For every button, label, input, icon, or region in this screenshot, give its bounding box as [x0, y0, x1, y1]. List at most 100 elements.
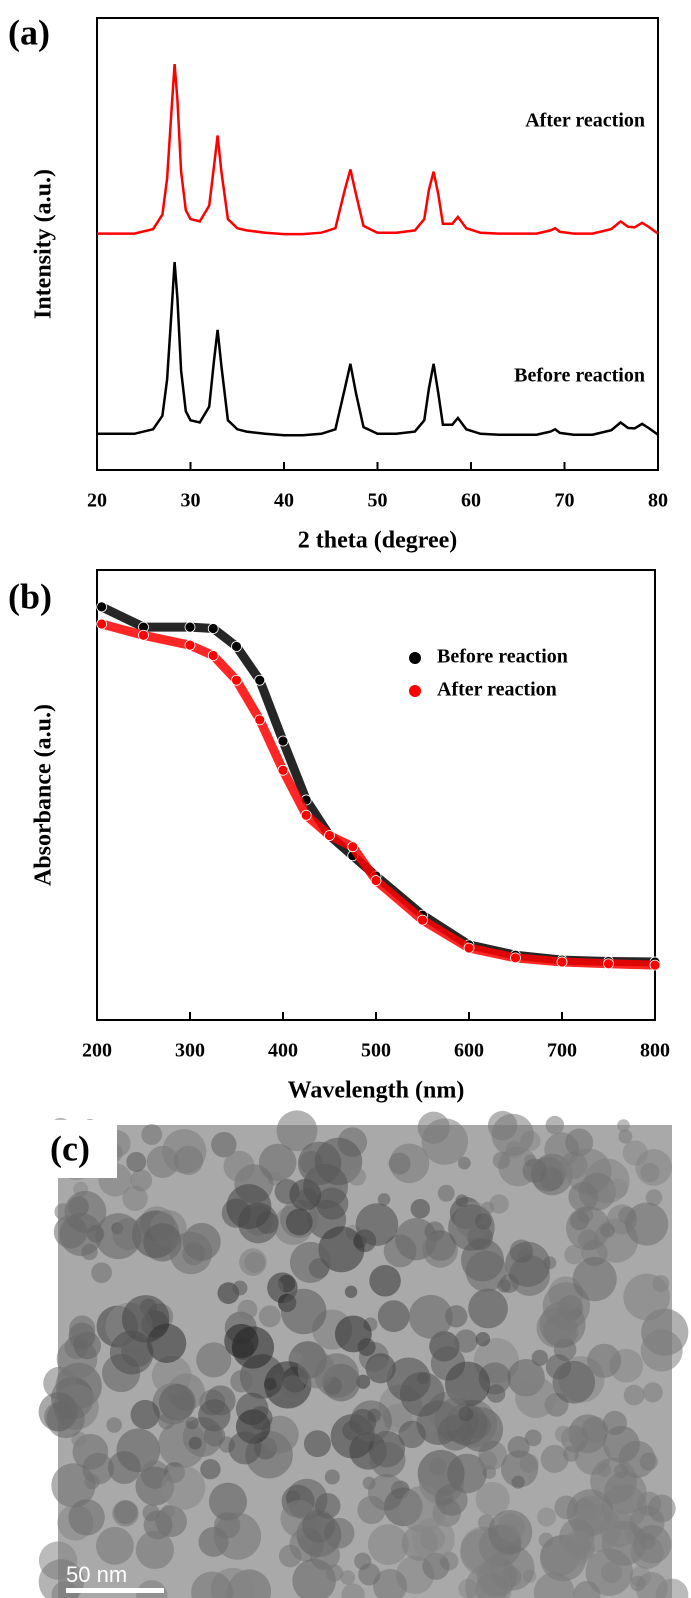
- particle: [224, 1323, 259, 1359]
- particle: [618, 1129, 633, 1144]
- particle: [107, 1451, 141, 1484]
- particle: [373, 1568, 408, 1598]
- particle: [59, 1212, 103, 1257]
- particle: [161, 1465, 206, 1510]
- panel-label: (b): [8, 576, 52, 616]
- particle: [625, 1202, 669, 1246]
- particle: [126, 1151, 147, 1172]
- particle: [366, 1356, 393, 1383]
- particle: [350, 1400, 392, 1442]
- particle: [130, 1399, 160, 1430]
- particle: [410, 1199, 430, 1219]
- particle: [554, 1495, 579, 1520]
- particle: [158, 1413, 175, 1430]
- series-label: Before reaction: [514, 365, 645, 387]
- particle: [468, 1288, 508, 1329]
- particle: [309, 1540, 340, 1571]
- particle: [347, 1167, 366, 1186]
- particle: [205, 1385, 236, 1416]
- particle: [540, 1444, 569, 1473]
- particle: [135, 1530, 174, 1570]
- particle: [370, 1441, 406, 1478]
- particle: [398, 1420, 426, 1449]
- particle: [260, 1415, 299, 1454]
- particle: [602, 1410, 628, 1436]
- particle: [54, 1203, 72, 1221]
- particle: [203, 1425, 226, 1447]
- particle: [511, 1475, 525, 1489]
- x-tick-label: 80: [648, 490, 668, 512]
- particle: [447, 1453, 487, 1494]
- particle: [630, 1535, 664, 1569]
- data-point: [463, 942, 475, 954]
- particle: [536, 1307, 577, 1348]
- particle: [578, 1229, 599, 1251]
- particle: [226, 1184, 272, 1230]
- x-tick-label: 50: [368, 490, 388, 512]
- data-point: [96, 618, 108, 630]
- particle: [285, 1208, 313, 1236]
- particle: [522, 1158, 548, 1183]
- data-point: [370, 875, 382, 886]
- particle: [211, 1131, 237, 1158]
- particle: [411, 1517, 455, 1561]
- particle: [196, 1342, 232, 1378]
- panel-label: (c): [50, 1128, 90, 1168]
- particle: [569, 1210, 590, 1231]
- particle: [188, 1436, 202, 1450]
- particle: [475, 1481, 510, 1517]
- particle: [95, 1526, 134, 1565]
- data-trace: [97, 602, 660, 967]
- legend-label: Before reaction: [437, 646, 568, 668]
- particle: [91, 1262, 112, 1284]
- legend-label: After reaction: [437, 679, 557, 701]
- particle: [545, 1354, 572, 1380]
- x-tick-label: 20: [87, 490, 107, 512]
- x-tick-label: 200: [82, 1040, 112, 1062]
- particle: [630, 1575, 646, 1592]
- x-axis-title: Wavelength (nm): [288, 1078, 465, 1104]
- x-tick-label: 500: [361, 1040, 391, 1062]
- x-tick-label: 400: [268, 1040, 298, 1062]
- particle: [276, 1110, 318, 1152]
- particle: [357, 1338, 376, 1357]
- particle: [158, 1420, 207, 1469]
- series-label: After reaction: [525, 110, 645, 132]
- particle: [486, 1384, 506, 1403]
- particle: [635, 1149, 672, 1186]
- particle: [599, 1510, 637, 1548]
- data-point: [254, 714, 266, 726]
- particle: [223, 1150, 255, 1182]
- particle: [340, 1570, 356, 1585]
- particle: [519, 1454, 539, 1474]
- x-tick-label: 600: [454, 1040, 484, 1062]
- data-point: [96, 601, 108, 613]
- particle: [642, 1382, 663, 1403]
- data-point: [277, 735, 289, 747]
- x-axis-title: 2 theta (degree): [298, 528, 458, 554]
- particle: [142, 1504, 160, 1522]
- particle: [232, 1280, 248, 1296]
- particle: [408, 1294, 453, 1339]
- particle: [590, 1457, 637, 1505]
- particle: [324, 1469, 340, 1485]
- particle: [326, 1564, 344, 1582]
- data-point: [324, 830, 335, 841]
- particle: [572, 1256, 617, 1302]
- particle: [477, 1450, 498, 1471]
- particle: [109, 1330, 154, 1375]
- data-point: [231, 641, 242, 652]
- x-tick-label: 300: [175, 1040, 205, 1062]
- particle: [524, 1429, 542, 1447]
- particle: [389, 1143, 430, 1184]
- particle: [367, 1524, 409, 1566]
- particle: [264, 1377, 277, 1391]
- particle: [515, 1376, 557, 1419]
- particle: [84, 1474, 100, 1490]
- particle: [289, 1178, 322, 1211]
- particle: [297, 1350, 336, 1389]
- particle: [113, 1500, 138, 1524]
- particle: [303, 1430, 331, 1458]
- particle: [474, 1213, 492, 1230]
- particle: [237, 1299, 258, 1320]
